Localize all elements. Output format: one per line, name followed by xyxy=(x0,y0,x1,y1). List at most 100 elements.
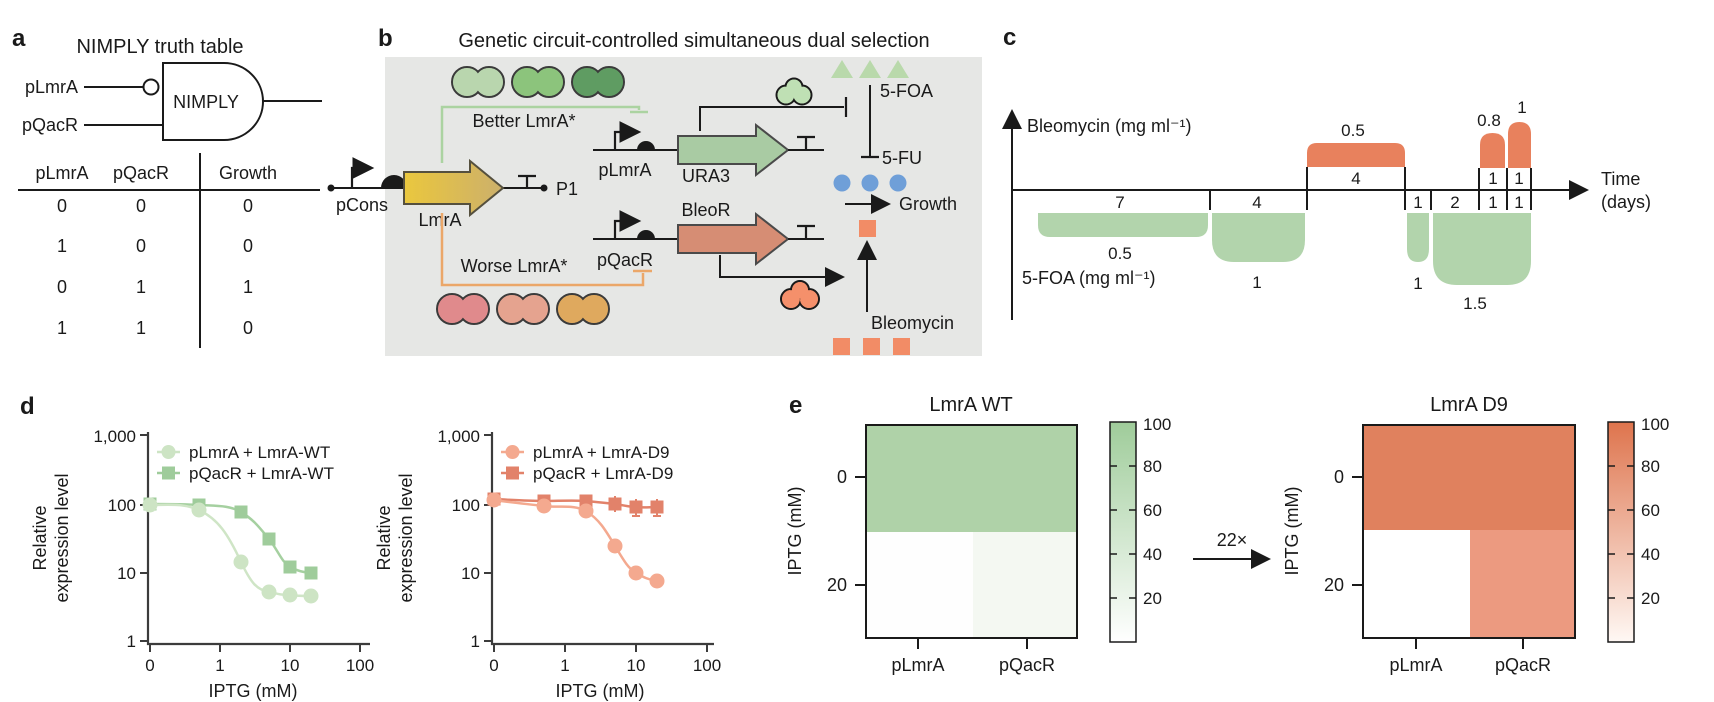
cell: 0 xyxy=(136,236,146,256)
nimply-gate-diagram: pLmrA pQacR NIMPLY xyxy=(22,62,322,141)
terminator-icon xyxy=(797,135,815,150)
panel-b: b Genetic circuit-controlled simultaneou… xyxy=(327,25,982,356)
ytick: 1,000 xyxy=(93,427,136,446)
gate-input1-label: pLmrA xyxy=(25,77,78,97)
legend-square-marker xyxy=(162,466,175,480)
legend-label: pQacR + LmrA-D9 xyxy=(533,464,673,483)
fold-change-label: 22× xyxy=(1217,530,1248,550)
cbar-tick: 80 xyxy=(1641,457,1660,476)
rbs-halfcircle-icon xyxy=(381,175,407,188)
cbar-tick: 40 xyxy=(1143,545,1162,564)
panel-a-title: NIMPLY truth table xyxy=(76,36,243,58)
legend-square-marker xyxy=(506,466,519,480)
panel-a: a NIMPLY truth table pLmrA pQacR NIMPLY … xyxy=(12,25,322,348)
plmra-d9-markers xyxy=(486,492,665,589)
pcons-label: pCons xyxy=(336,195,388,215)
cell-20-pqacr xyxy=(973,532,1077,638)
xtick: 1 xyxy=(215,656,224,675)
duration: 1 xyxy=(1514,193,1523,212)
ylabel-line1: Relative xyxy=(374,505,394,570)
xtick: 0 xyxy=(145,656,154,675)
ytick: 0 xyxy=(837,467,847,487)
legend-label: pLmrA + LmrA-D9 xyxy=(533,443,670,462)
axis-ticks xyxy=(1209,167,1532,210)
ylabel-line2: expression level xyxy=(396,473,416,602)
bleor-protein-cloud-icon xyxy=(780,280,820,310)
cell: 1 xyxy=(57,236,67,256)
duration: 7 xyxy=(1115,193,1124,212)
xtick: 10 xyxy=(281,656,300,675)
xlabel: IPTG (mM) xyxy=(556,681,645,701)
bleor-label: BleoR xyxy=(681,200,730,220)
yeast-cells-worse xyxy=(436,293,610,325)
tick-marks xyxy=(140,434,361,652)
pqacr-wt-markers xyxy=(143,497,318,580)
foa-bars xyxy=(1038,213,1531,285)
panel-c: c Bleomycin (mg ml⁻¹) 5-FOA (mg ml⁻¹) Ti… xyxy=(1002,24,1651,320)
ura3-label: URA3 xyxy=(682,166,730,186)
bleomycin-axis-label: Bleomycin (mg ml⁻¹) xyxy=(1027,116,1192,136)
xtick: 10 xyxy=(627,656,646,675)
heatmap-title: LmrA D9 xyxy=(1430,394,1508,416)
xtick: 1 xyxy=(560,656,569,675)
gate-input2-label: pQacR xyxy=(22,115,78,135)
legend-circle-marker xyxy=(505,445,520,459)
time-axis-label2: (days) xyxy=(1601,192,1651,212)
panel-d-letter: d xyxy=(20,393,35,420)
xtick: 100 xyxy=(346,656,374,675)
plmra-wt-markers xyxy=(142,497,319,604)
panel-a-letter: a xyxy=(12,25,26,52)
panel-e: e LmrA WT 0 20 pLmrA pQacR IPTG (mM) xyxy=(785,392,1669,675)
yeast-cells-better xyxy=(451,66,625,98)
cell-20-plmra xyxy=(866,532,973,638)
promoter-arrow-icon xyxy=(350,157,375,188)
cbar-tick: 100 xyxy=(1641,415,1669,434)
legend: pLmrA + LmrA-WT pQacR + LmrA-WT xyxy=(157,443,334,483)
promoter-arrow-icon xyxy=(613,210,642,239)
fu-label: 5-FU xyxy=(882,148,922,168)
cell: 1 xyxy=(57,318,67,338)
truth-table-row: 0 1 1 xyxy=(57,277,253,297)
duration-labels-above: 4 1 1 xyxy=(1351,169,1523,188)
xtick: pLmrA xyxy=(891,655,944,675)
duration-labels-below: 7 4 1 2 1 1 xyxy=(1115,193,1523,212)
concentration-labels: 0.5 0.8 1 0.5 1 1 1.5 xyxy=(1108,98,1527,313)
cell-0-plmra xyxy=(1363,425,1470,530)
panel-d: d 1,000 100 10 1 0 1 10 100 IPTG (mM) Re… xyxy=(20,393,721,701)
foa-conc: 1 xyxy=(1252,273,1261,292)
panel-b-letter: b xyxy=(378,25,393,52)
bleomycin-squares-icon xyxy=(833,338,910,355)
cell: 1 xyxy=(243,277,253,297)
bleomycin-label: Bleomycin xyxy=(871,313,954,333)
worse-lmra-label: Worse LmrA* xyxy=(461,256,568,276)
gate-name: NIMPLY xyxy=(173,92,239,112)
ura3-construct: pLmrA URA3 xyxy=(593,121,824,186)
plmra-wt-curve xyxy=(149,503,312,598)
better-lmra-label: Better LmrA* xyxy=(472,111,575,131)
cbar-tick: 20 xyxy=(1641,589,1660,608)
ytick: 1,000 xyxy=(437,427,480,446)
bleomycin-bars xyxy=(1307,122,1531,168)
lmra-gene-arrow xyxy=(403,158,505,218)
cbar-tick: 80 xyxy=(1143,457,1162,476)
panel-c-letter: c xyxy=(1003,24,1016,51)
xtick: pLmrA xyxy=(1389,655,1442,675)
truth-table: pLmrA pQacR Growth 0 0 0 1 0 0 0 1 1 1 1… xyxy=(18,153,320,348)
cell-20-pqacr xyxy=(1470,530,1575,638)
xtick: pQacR xyxy=(1495,655,1551,675)
xtick: pQacR xyxy=(999,655,1055,675)
ytick: 100 xyxy=(452,496,480,515)
truth-table-col3: Growth xyxy=(219,163,277,183)
truth-table-row: 1 1 0 xyxy=(57,318,253,338)
legend-label: pLmrA + LmrA-WT xyxy=(189,443,330,462)
cbar-tick: 60 xyxy=(1143,501,1162,520)
cell: 0 xyxy=(136,196,146,216)
ylabel: IPTG (mM) xyxy=(1282,487,1302,576)
dose-response-plot-wt: 1,000 100 10 1 0 1 10 100 IPTG (mM) Rela… xyxy=(30,427,374,701)
heatmap-border xyxy=(1362,424,1576,639)
ytick: 100 xyxy=(108,496,136,515)
bleor-construct: pQacR BleoR xyxy=(593,200,824,270)
xtick: 0 xyxy=(489,656,498,675)
rbs-halfcircle-icon xyxy=(637,141,655,150)
ylabel-line1: Relative xyxy=(30,505,50,570)
